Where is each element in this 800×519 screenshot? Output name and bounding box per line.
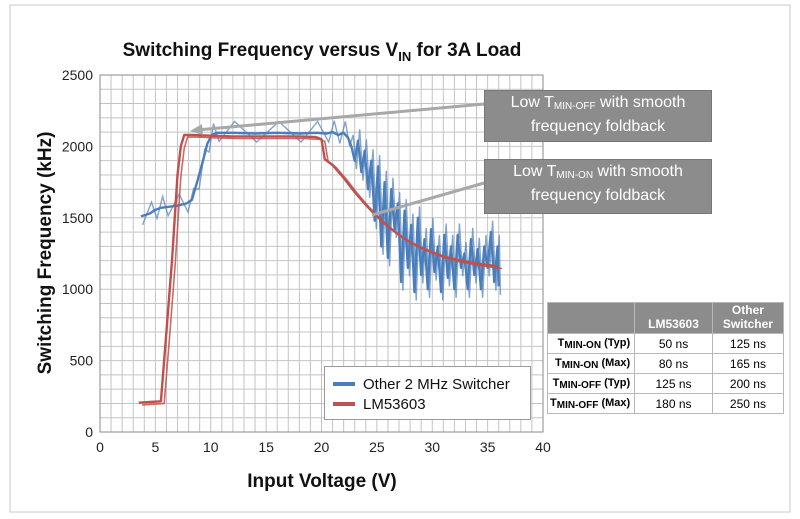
y-tick-label: 1000	[62, 281, 93, 297]
callout-line-1: Low TMIN-OFF with smooth	[510, 94, 686, 112]
table-row: TMIN-OFF (Typ) 125 ns 200 ns	[546, 373, 785, 394]
callout-line-1: Low TMIN-ON with smooth	[513, 163, 683, 181]
y-tick-label: 2500	[62, 67, 93, 83]
callout-tmin-off: Low TMIN-OFF with smooth frequency foldb…	[484, 90, 712, 142]
series-line-lm53603-sweep	[142, 136, 503, 406]
table-header-blank	[546, 302, 635, 334]
cell-other: 200 ns	[711, 373, 785, 394]
plot-area-border	[99, 74, 544, 433]
legend-swatch-lm53603	[333, 402, 355, 406]
axes: 0 5 10 15 20 25 30 35 40 0 500 1000 1500 2000 2500	[62, 67, 551, 455]
arrow-tmin-off-head	[190, 124, 203, 135]
legend-swatch-other	[333, 382, 355, 386]
series-line-other-2mhz-switcher	[140, 130, 500, 294]
x-tick-label: 5	[151, 439, 159, 455]
cell-lm53603: 80 ns	[634, 353, 713, 374]
table-header-lm53603: LM53603	[634, 302, 713, 334]
legend: Other 2 MHz Switcher LM53603	[324, 366, 531, 420]
table-row: TMIN-ON (Max) 80 ns 165 ns	[546, 353, 785, 374]
legend-label-lm53603: LM53603	[363, 395, 426, 413]
cell-other: 165 ns	[711, 353, 785, 374]
annotation-arrows	[190, 102, 485, 217]
y-tick-label: 0	[85, 424, 93, 440]
cell-lm53603: 50 ns	[634, 333, 713, 354]
table-header-row: LM53603 Other Switcher	[546, 302, 785, 334]
x-tick-label: 10	[203, 439, 219, 455]
x-tick-label: 35	[480, 439, 496, 455]
y-tick-label: 1500	[62, 210, 93, 226]
x-tick-label: 0	[96, 439, 104, 455]
arrow-tmin-off	[196, 102, 485, 132]
x-tick-label: 30	[424, 439, 440, 455]
row-label: TMIN-ON (Max)	[546, 353, 636, 374]
callout-tmin-on: Low TMIN-ON with smooth frequency foldba…	[484, 159, 712, 214]
x-tick-label: 25	[369, 439, 385, 455]
row-label: TMIN-ON (Typ)	[546, 333, 636, 354]
y-axis-label: Switching Frequency (kHz)	[35, 132, 56, 375]
table-row: TMIN-OFF (Max) 180 ns 250 ns	[546, 393, 785, 414]
spec-table: LM53603 Other Switcher TMIN-ON (Typ) 50 …	[546, 302, 785, 414]
cell-other: 250 ns	[711, 393, 785, 414]
y-tick-label: 2000	[62, 138, 93, 154]
arrow-tmin-on	[371, 181, 485, 217]
legend-item-lm53603: LM53603	[333, 395, 426, 413]
x-tick-label: 15	[258, 439, 274, 455]
cell-other: 125 ns	[711, 333, 785, 354]
x-tick-label: 20	[314, 439, 330, 455]
table-row: TMIN-ON (Typ) 50 ns 125 ns	[546, 333, 785, 354]
chart-title: Switching Frequency versus VIN for 3A Lo…	[123, 40, 522, 64]
x-axis-label: Input Voltage (V)	[247, 471, 397, 492]
callout-line-2: frequency foldback	[530, 118, 666, 135]
callout-line-2: frequency foldback	[530, 187, 666, 204]
legend-label-other: Other 2 MHz Switcher	[363, 375, 510, 393]
legend-item-other: Other 2 MHz Switcher	[333, 375, 510, 393]
y-tick-label: 500	[70, 353, 94, 369]
cell-lm53603: 125 ns	[634, 373, 713, 394]
table-header-other: Other Switcher	[711, 302, 785, 334]
cell-lm53603: 180 ns	[634, 393, 713, 414]
row-label: TMIN-OFF (Typ)	[546, 373, 636, 394]
row-label: TMIN-OFF (Max)	[546, 393, 636, 414]
x-tick-label: 40	[535, 439, 551, 455]
